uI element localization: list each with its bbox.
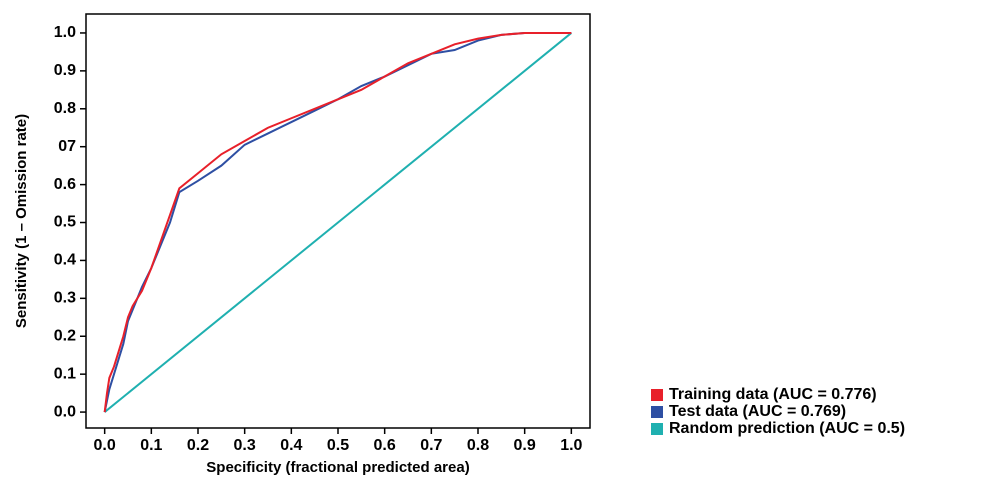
x-axis-label: Specificity (fractional predicted area) xyxy=(206,459,469,476)
y-tick-label: 0.3 xyxy=(54,290,76,307)
x-tick-label: 0.5 xyxy=(327,437,349,454)
y-tick-label: 0.4 xyxy=(54,252,76,269)
legend-swatch xyxy=(651,423,663,435)
series-line xyxy=(104,32,572,413)
x-tick-label: 0.3 xyxy=(234,437,256,454)
y-tick-label: 0.1 xyxy=(54,365,76,382)
legend-swatch xyxy=(651,389,663,401)
x-tick-label: 1.0 xyxy=(560,437,582,454)
x-tick-label: 0.0 xyxy=(94,437,116,454)
x-tick-label: 0.8 xyxy=(467,437,489,454)
x-tick-label: 0.4 xyxy=(280,437,302,454)
x-tick-label: 0.9 xyxy=(514,437,536,454)
y-tick-label: 0.0 xyxy=(54,403,76,420)
x-tick-label: 0.1 xyxy=(140,437,162,454)
y-tick-label: 0.8 xyxy=(54,100,76,117)
legend-swatch xyxy=(651,406,663,418)
y-tick-label: 0.6 xyxy=(54,176,76,193)
legend-label: Test data (AUC = 0.769) xyxy=(669,403,846,420)
y-tick-label: 0.9 xyxy=(54,62,76,79)
x-tick-label: 0.6 xyxy=(374,437,396,454)
legend-label: Training data (AUC = 0.776) xyxy=(669,386,877,403)
x-tick-label: 0.2 xyxy=(187,437,209,454)
y-tick-label: 07 xyxy=(58,138,76,155)
y-tick-label: 0.2 xyxy=(54,327,76,344)
y-axis-label: Sensitivity (1 – Omission rate) xyxy=(13,114,30,328)
x-tick-label: 0.7 xyxy=(420,437,442,454)
y-tick-label: 0.5 xyxy=(54,214,76,231)
legend-label: Random prediction (AUC = 0.5) xyxy=(669,420,905,437)
series-line xyxy=(103,31,572,413)
series-line xyxy=(103,31,572,413)
y-tick-label: 1.0 xyxy=(54,24,76,41)
